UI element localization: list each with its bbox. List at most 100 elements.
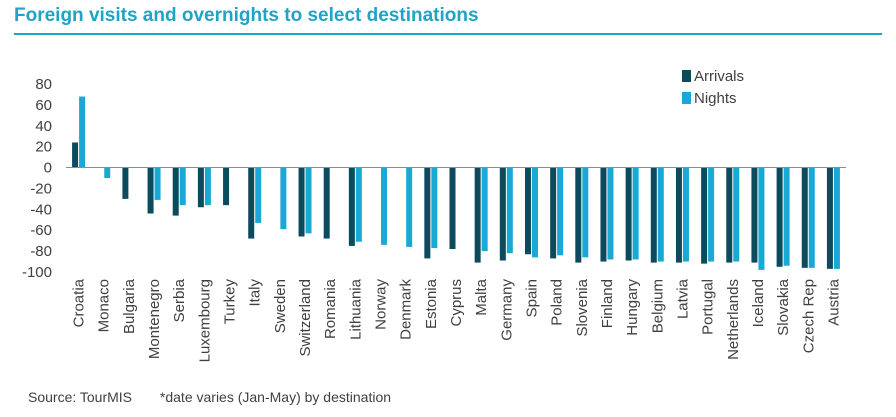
x-category-label: Italy: [247, 279, 264, 307]
bar-arrivals: [499, 167, 506, 261]
bar-arrivals: [424, 167, 431, 259]
bar-arrivals: [223, 167, 230, 206]
y-tick-label: 80: [35, 76, 52, 93]
bar-arrivals: [524, 167, 531, 255]
bar-arrivals: [801, 167, 808, 268]
bar-nights: [506, 167, 513, 254]
x-category-label: Poland: [549, 279, 566, 326]
bar-arrivals: [625, 167, 632, 261]
y-tick-label: -100: [22, 264, 52, 281]
y-tick-label: -20: [30, 180, 52, 197]
x-category-label: Spain: [523, 279, 540, 317]
bar-nights: [582, 167, 589, 258]
bar-arrivals: [776, 167, 783, 267]
bar-nights: [104, 167, 111, 178]
x-category-label: Sweden: [272, 279, 289, 333]
x-category-label: Turkey: [222, 279, 239, 325]
bar-arrivals: [323, 167, 330, 239]
bar-arrivals: [348, 167, 355, 246]
y-tick-label: 20: [35, 139, 52, 156]
x-category-label: Switzerland: [297, 279, 314, 357]
x-category-label: Slovenia: [574, 278, 591, 336]
x-category-label: Iceland: [750, 279, 767, 327]
bar-arrivals: [675, 167, 682, 263]
bar-nights: [79, 96, 86, 168]
bar-arrivals: [726, 167, 733, 263]
bar-nights: [531, 167, 538, 258]
bar-arrivals: [72, 142, 79, 168]
legend-label-nights: Nights: [694, 90, 737, 107]
y-tick-label: -40: [30, 201, 52, 218]
bar-nights: [204, 167, 211, 206]
bar-arrivals: [147, 167, 154, 214]
bar-nights: [557, 167, 564, 256]
x-category-label: Netherlands: [725, 279, 742, 360]
x-category-label: Monaco: [96, 279, 113, 332]
x-category-label: Montenegro: [146, 279, 163, 359]
x-category-label: Czech Rep: [800, 279, 817, 353]
bar-nights: [431, 167, 438, 248]
bar-arrivals: [575, 167, 582, 263]
bar-nights: [305, 167, 312, 234]
x-category-label: Luxembourg: [196, 279, 213, 362]
bar-arrivals: [449, 167, 456, 250]
y-tick-label: 0: [44, 160, 52, 177]
bar-arrivals: [474, 167, 481, 263]
bar-nights: [481, 167, 488, 252]
source-text: Source: TourMIS: [28, 389, 133, 405]
x-category-label: Estonia: [423, 278, 440, 329]
footnote-text: *date varies (Jan-May) by destination: [159, 389, 392, 405]
bar-nights: [783, 167, 790, 266]
title-underline: [14, 33, 882, 35]
bar-arrivals: [826, 167, 833, 269]
bar-nights: [355, 167, 362, 242]
legend-swatch-nights: [682, 92, 691, 104]
y-tick-label: -80: [30, 243, 52, 260]
x-category-label: Portugal: [700, 279, 717, 335]
bar-nights: [255, 167, 262, 223]
bar-nights: [280, 167, 287, 230]
legend-label-arrivals: Arrivals: [694, 68, 744, 85]
bar-nights: [808, 167, 815, 268]
x-category-label: Latvia: [674, 278, 691, 319]
x-category-label: Hungary: [624, 279, 641, 336]
bar-arrivals: [172, 167, 179, 216]
bar-arrivals: [751, 167, 758, 263]
x-category-label: Norway: [373, 279, 390, 330]
bar-nights: [632, 167, 639, 260]
bar-nights: [682, 167, 689, 262]
bar-nights: [154, 167, 161, 200]
bar-nights: [381, 167, 388, 245]
x-category-label: Slovakia: [775, 278, 792, 335]
x-category-label: Bulgaria: [121, 278, 138, 334]
bar-arrivals: [248, 167, 255, 239]
y-tick-label: -60: [30, 222, 52, 239]
y-tick-label: 60: [35, 97, 52, 114]
x-category-label: Austria: [825, 278, 842, 325]
bar-arrivals: [298, 167, 305, 237]
bar-nights: [708, 167, 715, 262]
bar-nights: [406, 167, 413, 247]
x-category-label: Belgium: [649, 279, 666, 333]
bar-nights: [607, 167, 614, 260]
x-category-label: Lithuania: [347, 278, 364, 340]
x-category-label: Malta: [473, 278, 490, 315]
bar-arrivals: [701, 167, 708, 264]
x-category-label: Croatia: [71, 278, 88, 327]
bar-nights: [179, 167, 186, 206]
bar-arrivals: [600, 167, 607, 262]
bar-nights: [733, 167, 740, 262]
bar-nights: [758, 167, 765, 270]
x-category-label: Serbia: [171, 278, 188, 322]
y-tick-label: 40: [35, 118, 52, 135]
x-category-label: Denmark: [398, 279, 415, 340]
bar-arrivals: [197, 167, 204, 208]
bar-arrivals: [550, 167, 557, 259]
legend-swatch-arrivals: [682, 70, 691, 82]
bar-nights: [657, 167, 664, 262]
bar-chart: 80 60 40 20 0 -20 -40 -60 -80 -100 Croatia Monaco Bu…: [22, 68, 846, 362]
x-category-label: Finland: [599, 279, 616, 328]
chart-footer: Source: TourMIS *date varies (Jan-May) b…: [28, 389, 391, 405]
bar-nights: [833, 167, 840, 269]
x-category-label: Romania: [322, 278, 339, 339]
